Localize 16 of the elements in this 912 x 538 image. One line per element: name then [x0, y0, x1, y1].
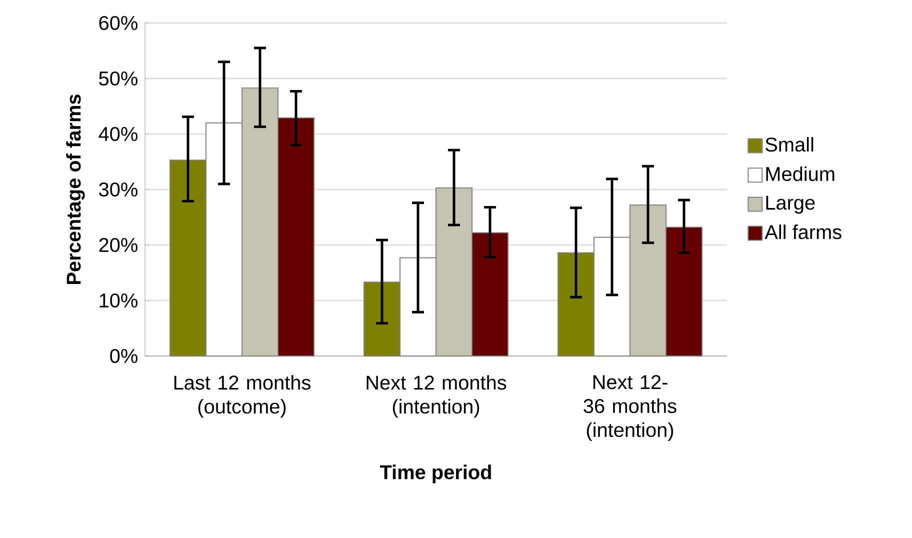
y-tick-label: 40%: [98, 126, 138, 142]
y-tick-label: 60%: [99, 16, 138, 30]
x-tick-label: Last 12 months (outcome): [174, 375, 310, 418]
y-tick-label: 50%: [99, 71, 138, 86]
y-tick-label: 0%: [110, 348, 138, 364]
x-tick-label: Next 12 months (intention): [366, 375, 506, 418]
y-tick-label: 20%: [99, 238, 138, 252]
legend-label: All farms: [764, 224, 842, 240]
x-tick-label: Next 12-36 months (intention): [584, 375, 676, 441]
y-tick-label: 10%: [100, 293, 138, 308]
legend-label: Medium: [766, 166, 834, 182]
y-tick-label: 30%: [99, 182, 138, 197]
legend-label: Large: [766, 196, 815, 214]
legend-label: Small: [766, 137, 814, 152]
x-axis-title: Time period: [380, 464, 491, 484]
y-axis-title: Percentage of farms: [66, 94, 85, 284]
